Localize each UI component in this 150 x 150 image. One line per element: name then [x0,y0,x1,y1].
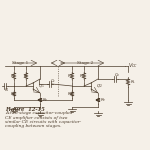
Text: Stage 2: Stage 2 [77,61,93,65]
Text: $R_1$: $R_1$ [10,72,16,80]
Text: $C_o$: $C_o$ [114,71,120,79]
Text: A two-stage capacitor-coupled: A two-stage capacitor-coupled [5,111,72,115]
Text: $C_c$: $C_c$ [50,77,56,85]
Text: $C_i$: $C_i$ [4,86,10,94]
Text: $Q_1$: $Q_1$ [38,82,45,90]
Text: CE amplifier consists of two: CE amplifier consists of two [5,116,67,120]
Text: $R_e$: $R_e$ [42,96,48,104]
Text: similar CE circuits with capacitor-: similar CE circuits with capacitor- [5,120,81,124]
Text: coupling between stages.: coupling between stages. [5,124,62,129]
Text: $V_{CC}$: $V_{CC}$ [128,61,138,70]
Text: $R_2$: $R_2$ [10,90,16,98]
Text: Stage 1: Stage 1 [12,61,28,65]
Text: $R_L$: $R_L$ [130,78,136,86]
Text: $R_e$: $R_e$ [100,96,106,104]
Text: $Q_2$: $Q_2$ [96,82,103,90]
Text: $R_2$: $R_2$ [67,90,73,98]
Text: Figure  12-15: Figure 12-15 [5,107,45,112]
Text: $R_1$: $R_1$ [67,72,74,80]
Text: $R_c$: $R_c$ [79,72,85,80]
Text: $R_c$: $R_c$ [23,72,29,80]
